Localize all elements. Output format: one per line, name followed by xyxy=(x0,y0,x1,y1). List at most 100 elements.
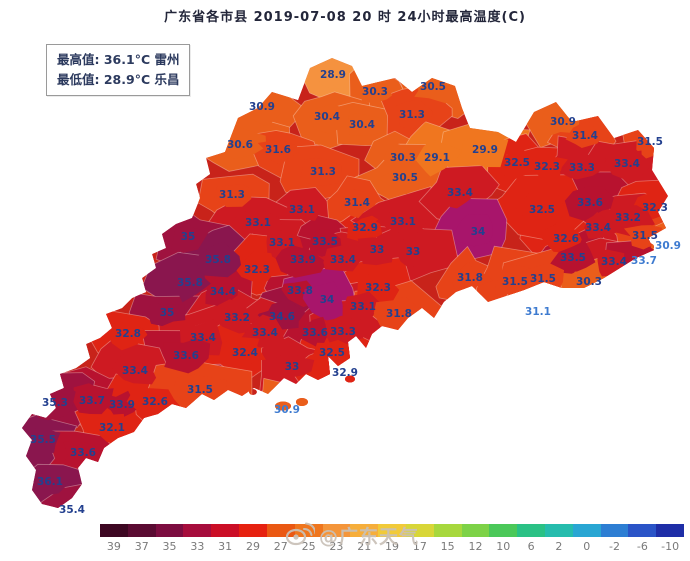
region-temp-label: 33.6 xyxy=(70,447,96,459)
region-temp-label: 32.3 xyxy=(534,161,560,173)
colorbar-tick: 6 xyxy=(527,540,535,553)
colorbar-segment xyxy=(183,524,212,537)
colorbar-tick: -6 xyxy=(636,540,648,553)
county-shape xyxy=(317,60,350,89)
county-shape xyxy=(164,267,211,303)
region-temp-label: 30.5 xyxy=(392,172,418,184)
region-temp-label: 33.1 xyxy=(289,204,315,216)
county-shape xyxy=(323,245,361,272)
colorbar-segment xyxy=(100,524,128,537)
colorbar-tick: 25 xyxy=(301,540,316,553)
county-shape xyxy=(526,156,568,182)
region-temp-label: 30.3 xyxy=(576,276,602,288)
region-temp-label: 32.5 xyxy=(319,347,345,359)
colorbar-tick: 10 xyxy=(496,540,511,553)
county-shape xyxy=(302,281,343,321)
colorbar-segment xyxy=(656,524,685,537)
county-shape xyxy=(163,338,211,374)
colorbar-tick: 17 xyxy=(412,540,427,553)
colorbar-tick: 29 xyxy=(245,540,260,553)
colorbar-tick: 39 xyxy=(106,540,121,553)
region-temp-label: 31.8 xyxy=(386,308,412,320)
county-shape xyxy=(438,178,481,209)
county-shape xyxy=(112,354,157,385)
region-temp-label: 33.8 xyxy=(287,285,313,297)
county-shape xyxy=(564,186,614,221)
region-temp-label: 33.4 xyxy=(614,158,640,170)
region-temp-label: 31.3 xyxy=(310,166,336,178)
county-shape xyxy=(236,251,274,284)
county-shape xyxy=(171,223,210,253)
county-shape xyxy=(604,150,653,182)
colorbar-tick-labels: 39 37 35 33 31 29 27 25 23 21 19 17 15 12 10 6 2 0 -2 -6 -10 xyxy=(100,540,684,553)
colorbar-segment xyxy=(572,524,601,537)
county-shape xyxy=(452,261,493,291)
county-shape xyxy=(214,184,252,207)
county-shape xyxy=(584,211,619,239)
page-title: 广东省各市县 2019-07-08 20 时 24小时最高温度(C) xyxy=(164,10,526,25)
region-temp-label: 31.1 xyxy=(525,306,551,318)
county-shape xyxy=(107,321,148,351)
county-mosaic xyxy=(22,58,668,508)
county-shape xyxy=(348,113,384,136)
colorbar-tick: 31 xyxy=(218,540,233,553)
county-shape xyxy=(23,426,61,456)
region-temp-label: 33.4 xyxy=(252,327,278,339)
temperature-colorbar xyxy=(100,524,685,537)
region-temp-label: 33.2 xyxy=(615,212,641,224)
colorbar-segment xyxy=(545,524,573,537)
max-value-line: 最高值: 36.1°C 雷州 xyxy=(57,52,180,67)
colorbar-segment xyxy=(517,524,545,537)
region-temp-label: 35 xyxy=(160,307,175,319)
county-shape xyxy=(218,336,266,369)
region-temp-label: 35.3 xyxy=(42,397,68,409)
region-temp-label: 30.4 xyxy=(314,111,340,123)
county-shape xyxy=(460,134,509,168)
region-temp-label: 30.9 xyxy=(655,240,681,252)
colorbar-segment xyxy=(461,524,490,537)
county-shape xyxy=(515,191,567,227)
colorbar-tick: 15 xyxy=(440,540,455,553)
region-temp-label: 33.1 xyxy=(269,237,295,249)
region-temp-label: 32.9 xyxy=(352,222,378,234)
region-temp-label: 36.1 xyxy=(37,476,63,488)
county-shape xyxy=(501,147,534,180)
region-temp-label: 33.5 xyxy=(312,236,338,248)
colorbar-tick: 21 xyxy=(357,540,372,553)
region-temp-label: 33.3 xyxy=(569,162,595,174)
colorbar-segment xyxy=(322,524,351,537)
county-shape xyxy=(347,215,383,243)
region-temp-label: 30.9 xyxy=(249,101,275,113)
region-temp-label: 32.3 xyxy=(642,202,668,214)
region-temp-label: 33.6 xyxy=(577,197,603,209)
region-temp-label: 33.4 xyxy=(447,187,473,199)
region-temp-label: 28.9 xyxy=(320,69,346,81)
colorbar-segment xyxy=(155,524,184,537)
county-shape xyxy=(300,158,342,187)
county-shape xyxy=(559,151,606,180)
region-temp-label: 32.5 xyxy=(504,157,530,169)
county-shape xyxy=(275,351,315,380)
colorbar-segment xyxy=(211,524,240,537)
region-temp-label: 33.9 xyxy=(109,399,135,411)
region-temp-label: 32.3 xyxy=(365,282,391,294)
region-temp-label: 33.6 xyxy=(173,350,199,362)
min-value-line: 最低值: 28.9°C 乐昌 xyxy=(57,72,180,87)
region-temp-label: 33.4 xyxy=(122,365,148,377)
county-shape xyxy=(266,230,304,261)
region-temp-label: 29.1 xyxy=(424,152,450,164)
region-temp-label: 33.4 xyxy=(190,332,216,344)
region-temp-label: 33.2 xyxy=(224,312,250,324)
county-shape xyxy=(195,241,242,278)
region-labels: 28.9 30.3 30.5 30.9 30.4 30.4 31.3 30.9 31.4 31.5… xyxy=(30,69,681,516)
region-temp-label: 31.5 xyxy=(530,273,556,285)
region-temp-label: 33.1 xyxy=(390,216,416,228)
region-temp-label: 32.9 xyxy=(332,367,358,379)
region-temp-label: 35.8 xyxy=(177,277,203,289)
county-shape xyxy=(275,245,327,278)
region-temp-label: 30.4 xyxy=(349,119,375,131)
colorbar-segment xyxy=(628,524,657,537)
colorbar-tick: -10 xyxy=(661,540,680,553)
region-temp-label: 32.8 xyxy=(115,328,141,340)
